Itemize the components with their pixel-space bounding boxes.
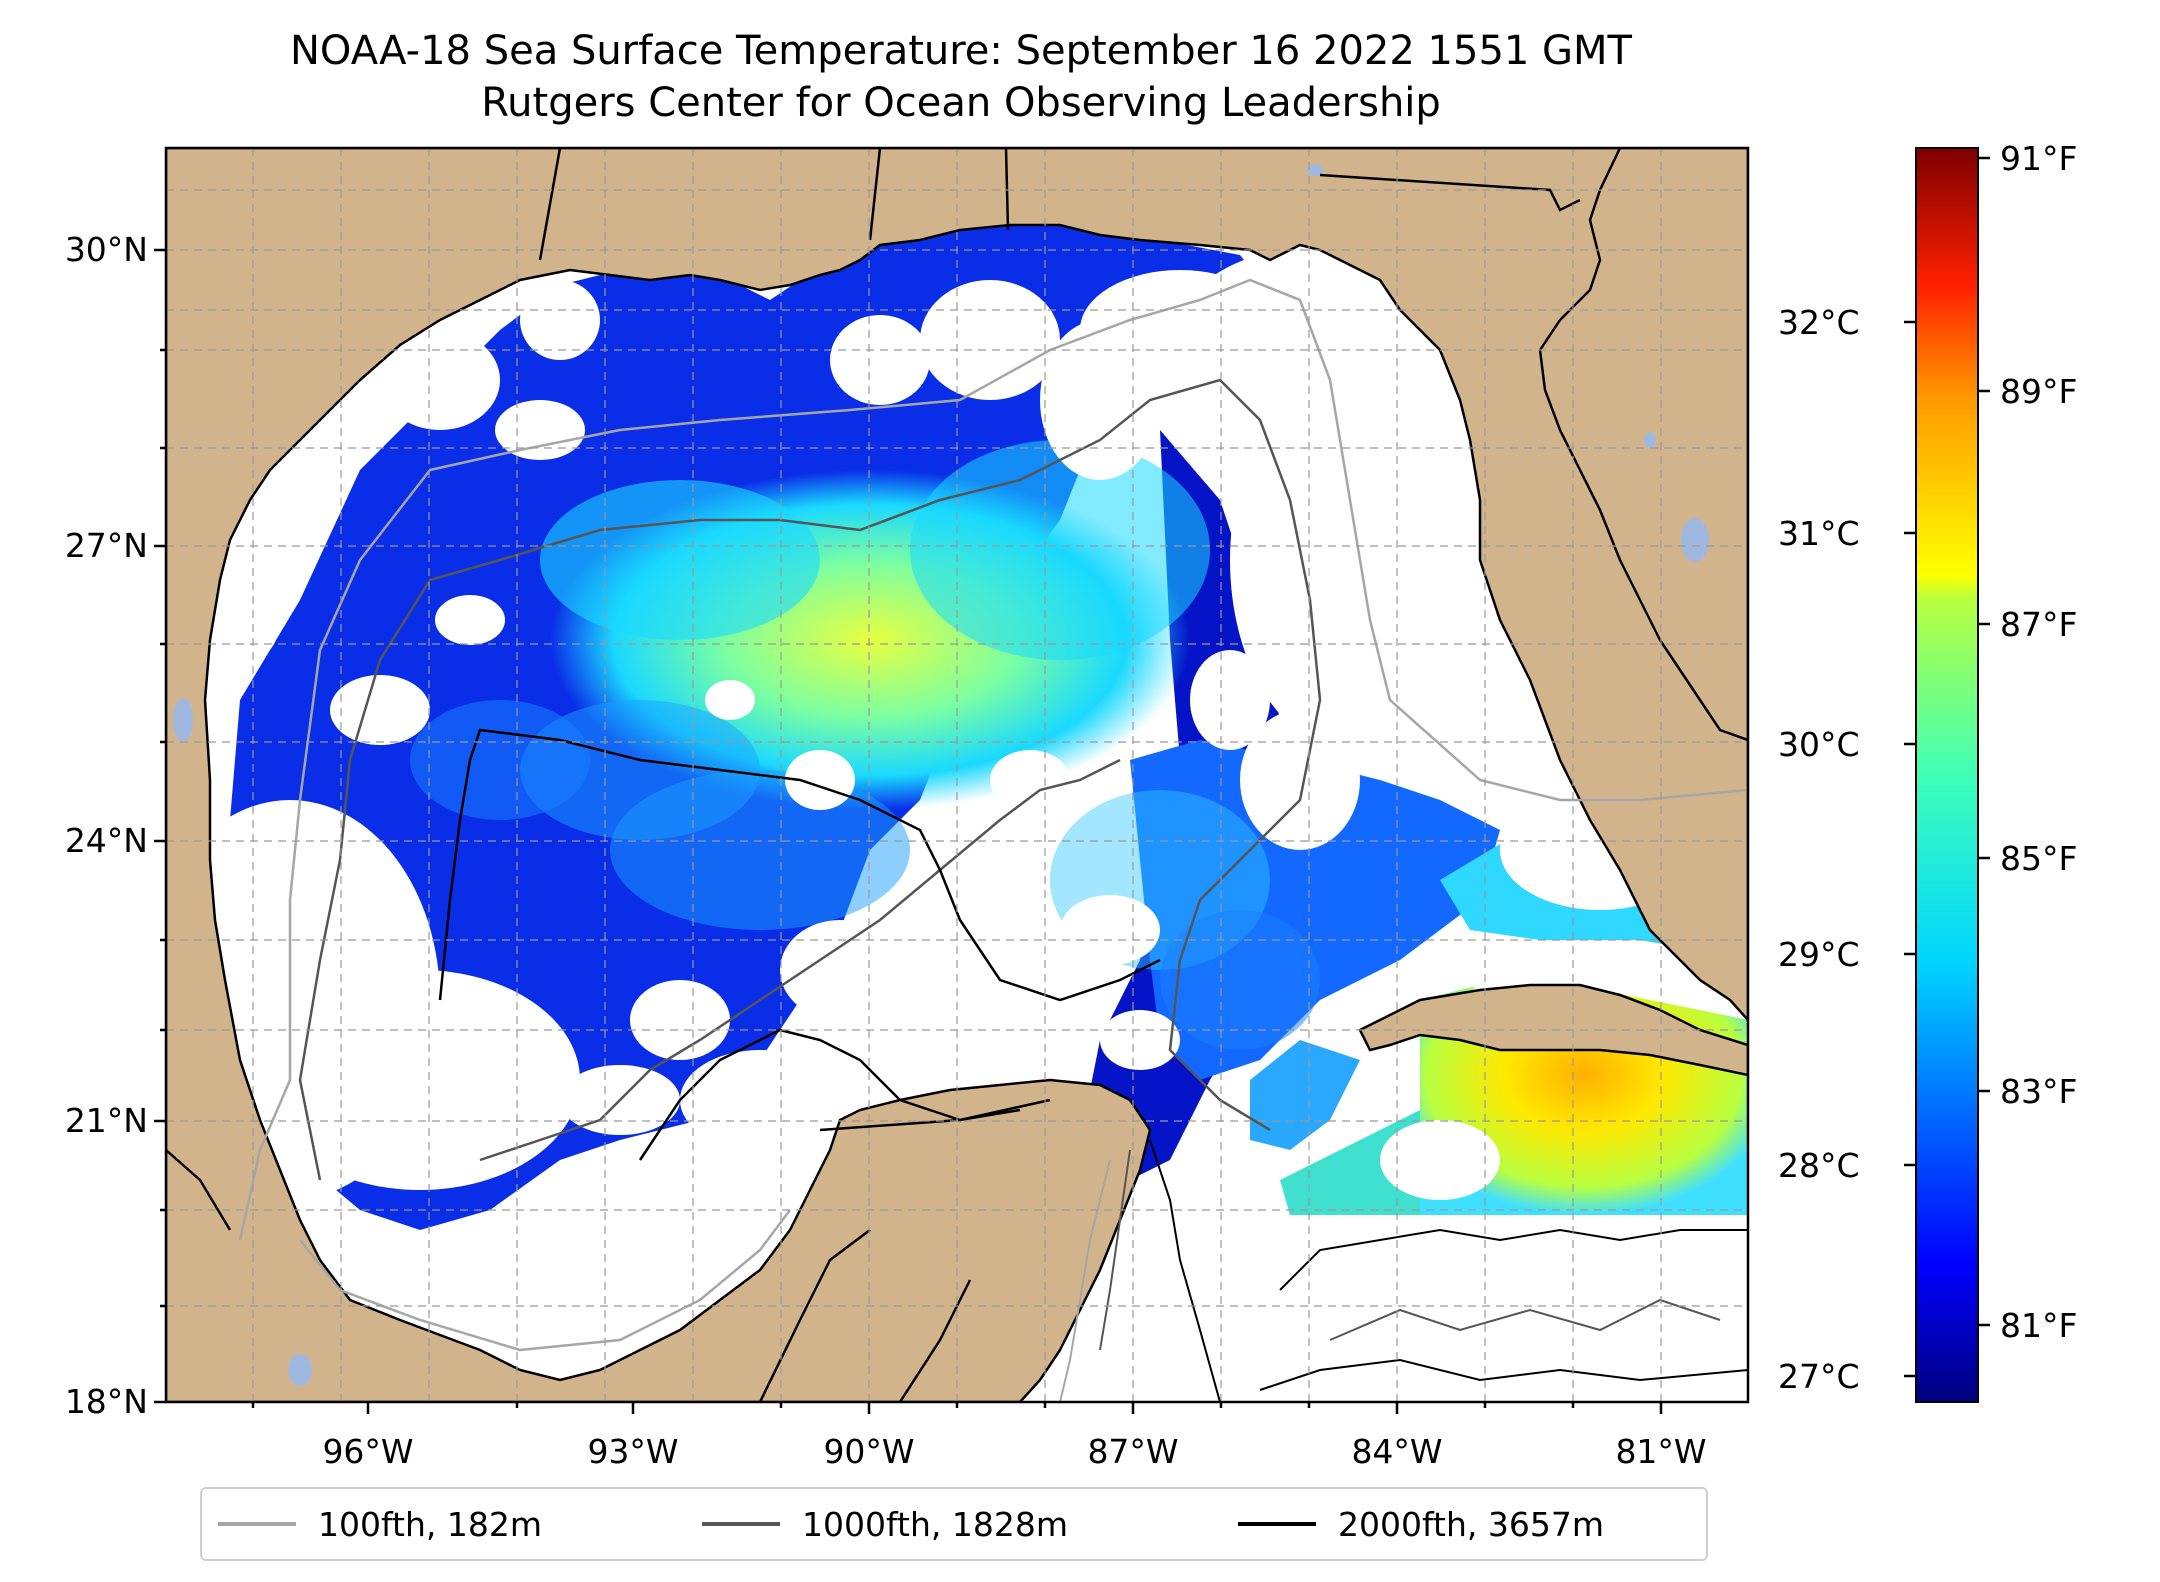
legend-item-2000fth: 2000fth, 3657m xyxy=(1238,1489,1604,1559)
colorbar-c-label: 31°C xyxy=(1778,514,1860,553)
map-area xyxy=(166,148,1748,1402)
legend-label: 2000fth, 3657m xyxy=(1338,1504,1604,1544)
colorbar-f-label: 87°F xyxy=(2000,605,2078,644)
lon-tick-label: 96°W xyxy=(322,1432,414,1471)
lon-tick-label: 81°W xyxy=(1615,1432,1707,1471)
lon-tick-label: 93°W xyxy=(587,1432,679,1471)
legend-line-swatch xyxy=(218,1522,296,1526)
colorbar-c-label: 30°C xyxy=(1778,725,1860,764)
lon-tick-label: 90°W xyxy=(823,1432,915,1471)
colorbar-c-label: 27°C xyxy=(1778,1357,1860,1396)
colorbar-c-label: 32°C xyxy=(1778,303,1860,342)
legend-label: 100fth, 182m xyxy=(318,1504,542,1544)
lat-tick-label: 24°N xyxy=(64,821,148,860)
colorbar-c-label: 28°C xyxy=(1778,1146,1860,1185)
legend-label: 1000fth, 1828m xyxy=(802,1504,1068,1544)
land xyxy=(166,148,1748,1402)
axis-ticks xyxy=(154,248,1663,1414)
lakes xyxy=(173,164,1709,1386)
lat-tick-label: 30°N xyxy=(64,230,148,269)
lon-tick-label: 87°W xyxy=(1087,1432,1179,1471)
lat-tick-label: 27°N xyxy=(64,526,148,565)
colorbar-ticks xyxy=(1904,156,1990,1378)
colorbar-f-label: 89°F xyxy=(2000,372,2078,411)
colorbar xyxy=(1915,147,1979,1403)
colorbar-f-label: 85°F xyxy=(2000,839,2078,878)
lon-tick-label: 84°W xyxy=(1351,1432,1443,1471)
borders xyxy=(166,148,1581,1402)
contour-legend: 100fth, 182m 1000fth, 1828m 2000fth, 365… xyxy=(200,1487,1708,1561)
bathymetry-contours xyxy=(238,278,1748,1402)
colorbar-c-label: 29°C xyxy=(1778,935,1860,974)
colorbar-f-label: 83°F xyxy=(2000,1072,2078,1111)
legend-line-swatch xyxy=(1238,1522,1316,1526)
colorbar-f-label: 91°F xyxy=(2000,139,2078,178)
legend-item-1000fth: 1000fth, 1828m xyxy=(702,1489,1068,1559)
legend-line-swatch xyxy=(702,1522,780,1526)
lat-tick-label: 21°N xyxy=(64,1101,148,1140)
lat-tick-label: 18°N xyxy=(64,1382,148,1421)
colorbar-f-label: 81°F xyxy=(2000,1306,2078,1345)
map-title: NOAA-18 Sea Surface Temperature: Septemb… xyxy=(290,28,1632,74)
map-subtitle: Rutgers Center for Ocean Observing Leade… xyxy=(481,80,1441,126)
graticule xyxy=(166,148,1748,1402)
legend-item-100fth: 100fth, 182m xyxy=(218,1489,542,1559)
